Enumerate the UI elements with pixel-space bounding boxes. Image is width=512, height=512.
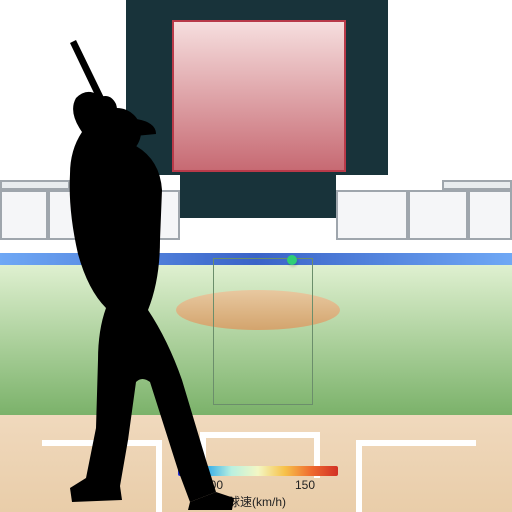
box-right-side xyxy=(356,440,362,512)
speed-tick-150: 150 xyxy=(295,478,315,492)
pitch-dot xyxy=(287,255,297,265)
box-right-top xyxy=(356,440,476,446)
stand-flat-right xyxy=(442,180,512,190)
stand-right-2 xyxy=(408,190,468,240)
stand-right-3 xyxy=(468,190,512,240)
batter-silhouette xyxy=(10,40,240,510)
stand-right-1 xyxy=(336,190,408,240)
pitch-location-scene: 100 150 球速(km/h) xyxy=(0,0,512,512)
